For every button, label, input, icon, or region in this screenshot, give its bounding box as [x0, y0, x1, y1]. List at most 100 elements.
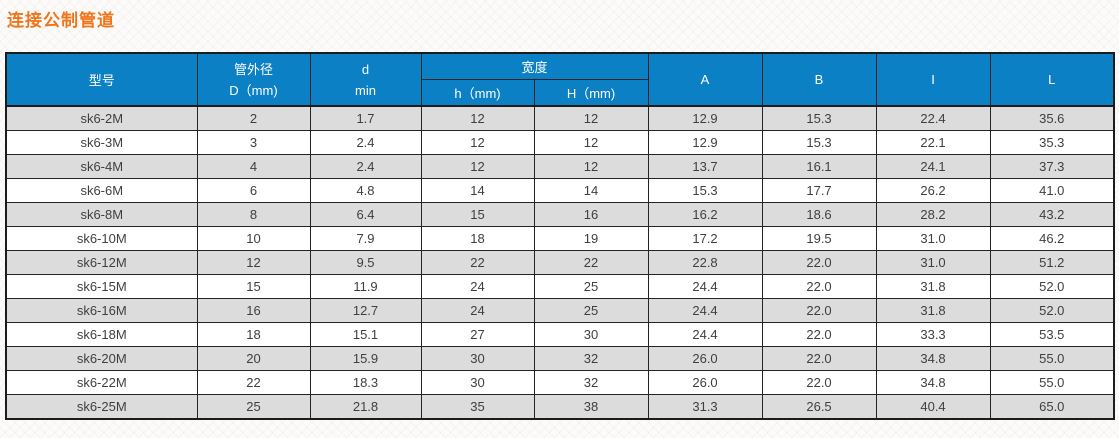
value-cell: 26.0	[647, 370, 763, 395]
value-cell: 6.4	[309, 202, 422, 227]
table-row: sk6-18M 18 15.1 27 30 24.4 22.0 33.3 53.5	[5, 322, 1115, 347]
header-model: 型号	[5, 52, 198, 107]
model-cell: sk6-25M	[5, 394, 198, 420]
value-cell: 55.0	[989, 370, 1115, 395]
value-cell: 24.4	[647, 274, 763, 299]
table-row: sk6-3M 3 2.4 12 12 12.9 15.3 22.1 35.3	[5, 130, 1115, 155]
header-model-label: 型号	[88, 73, 115, 88]
value-cell: 25	[533, 274, 649, 299]
spec-table: 型号 管外径 D（mm) d min 宽度 A B	[5, 52, 1116, 420]
value-cell: 2	[196, 105, 311, 131]
value-cell: 26.0	[647, 346, 763, 371]
value-cell: 26.5	[761, 394, 877, 420]
value-cell: 12	[420, 130, 535, 155]
header-a-label: A	[700, 72, 710, 87]
model-cell: sk6-4M	[5, 154, 198, 179]
table-body: sk6-2M 2 1.7 12 12 12.9 15.3 22.4 35.6 sk6-3M 3 2.4…	[5, 105, 1115, 420]
value-cell: 12	[533, 130, 649, 155]
value-cell: 35	[420, 394, 535, 420]
header-h-large-label: H（mm)	[566, 86, 616, 101]
value-cell: 22.0	[761, 370, 877, 395]
value-cell: 31.3	[647, 394, 763, 420]
header-width-group-label: 宽度	[521, 60, 548, 75]
value-cell: 24.4	[647, 298, 763, 323]
value-cell: 9.5	[309, 250, 422, 275]
value-cell: 16	[196, 298, 311, 323]
value-cell: 22.0	[761, 346, 877, 371]
value-cell: 10	[196, 226, 311, 251]
value-cell: 32	[533, 370, 649, 395]
value-cell: 35.3	[989, 130, 1115, 155]
value-cell: 15.3	[761, 105, 877, 131]
value-cell: 52.0	[989, 274, 1115, 299]
value-cell: 22.0	[761, 322, 877, 347]
value-cell: 30	[533, 322, 649, 347]
value-cell: 65.0	[989, 394, 1115, 420]
table-row: sk6-2M 2 1.7 12 12 12.9 15.3 22.4 35.6	[5, 105, 1115, 131]
value-cell: 15.9	[309, 346, 422, 371]
header-i: I	[875, 52, 991, 107]
value-cell: 34.8	[875, 370, 991, 395]
value-cell: 53.5	[989, 322, 1115, 347]
model-cell: sk6-3M	[5, 130, 198, 155]
value-cell: 19	[533, 226, 649, 251]
value-cell: 12.7	[309, 298, 422, 323]
value-cell: 32	[533, 346, 649, 371]
value-cell: 11.9	[309, 274, 422, 299]
value-cell: 52.0	[989, 298, 1115, 323]
value-cell: 15	[196, 274, 311, 299]
header-outer-diameter-line1: 管外径	[233, 61, 273, 77]
value-cell: 31.8	[875, 298, 991, 323]
header-l: L	[989, 52, 1115, 107]
page-title: 连接公制管道	[7, 11, 115, 30]
value-cell: 12	[420, 105, 535, 131]
model-cell: sk6-16M	[5, 298, 198, 323]
value-cell: 35.6	[989, 105, 1115, 131]
value-cell: 18.3	[309, 370, 422, 395]
table-row: sk6-20M 20 15.9 30 32 26.0 22.0 34.8 55.0	[5, 346, 1115, 371]
value-cell: 13.7	[647, 154, 763, 179]
value-cell: 12.9	[647, 105, 763, 131]
value-cell: 24.1	[875, 154, 991, 179]
value-cell: 22.8	[647, 250, 763, 275]
value-cell: 19.5	[761, 226, 877, 251]
header-d-line1: d	[361, 61, 370, 77]
table-row: sk6-22M 22 18.3 30 32 26.0 22.0 34.8 55.0	[5, 370, 1115, 395]
value-cell: 16.2	[647, 202, 763, 227]
value-cell: 12	[420, 154, 535, 179]
header-row-1: 型号 管外径 D（mm) d min 宽度 A B	[5, 52, 1115, 107]
value-cell: 22	[420, 250, 535, 275]
value-cell: 21.8	[309, 394, 422, 420]
header-d-min: d min	[309, 52, 422, 107]
value-cell: 22.4	[875, 105, 991, 131]
value-cell: 15.3	[647, 178, 763, 203]
header-i-label: I	[931, 72, 935, 87]
header-outer-diameter-line2: D（mm)	[229, 82, 278, 98]
value-cell: 34.8	[875, 346, 991, 371]
value-cell: 31.8	[875, 274, 991, 299]
header-outer-diameter: 管外径 D（mm)	[196, 52, 311, 107]
value-cell: 12	[196, 250, 311, 275]
value-cell: 15.3	[761, 130, 877, 155]
value-cell: 22	[196, 370, 311, 395]
value-cell: 20	[196, 346, 311, 371]
value-cell: 46.2	[989, 226, 1115, 251]
value-cell: 7.9	[309, 226, 422, 251]
value-cell: 31.0	[875, 226, 991, 251]
value-cell: 25	[533, 298, 649, 323]
value-cell: 24	[420, 298, 535, 323]
header-h-small: h（mm)	[420, 79, 535, 107]
header-d-line2: min	[355, 82, 376, 98]
value-cell: 14	[533, 178, 649, 203]
header-b-label: B	[814, 72, 824, 87]
value-cell: 1.7	[309, 105, 422, 131]
table-row: sk6-8M 8 6.4 15 16 16.2 18.6 28.2 43.2	[5, 202, 1115, 227]
table-row: sk6-10M 10 7.9 18 19 17.2 19.5 31.0 46.2	[5, 226, 1115, 251]
model-cell: sk6-18M	[5, 322, 198, 347]
value-cell: 2.4	[309, 154, 422, 179]
header-l-label: L	[1048, 72, 1056, 87]
value-cell: 55.0	[989, 346, 1115, 371]
value-cell: 15	[420, 202, 535, 227]
table-header: 型号 管外径 D（mm) d min 宽度 A B	[5, 52, 1115, 107]
value-cell: 51.2	[989, 250, 1115, 275]
